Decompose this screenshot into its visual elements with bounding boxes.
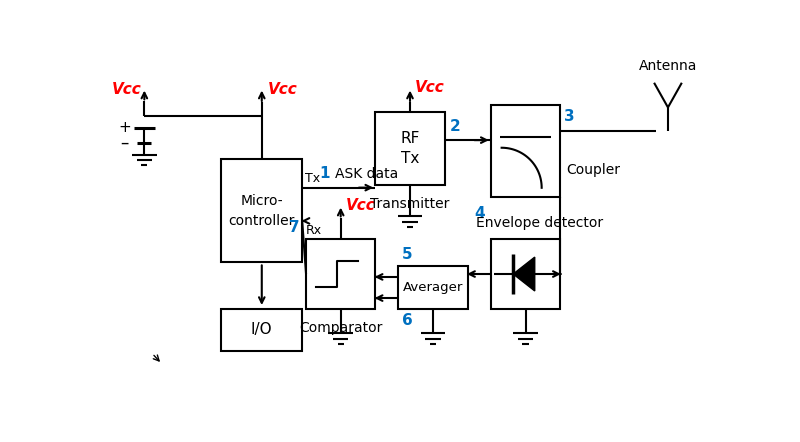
Text: Rx: Rx [306, 224, 322, 237]
Text: Comparator: Comparator [299, 321, 382, 335]
Text: Micro-: Micro- [241, 194, 283, 208]
Bar [398, 267, 468, 309]
Text: Antenna: Antenna [638, 59, 697, 73]
Text: Transmitter: Transmitter [370, 197, 450, 211]
Text: Coupler: Coupler [566, 163, 620, 177]
Text: Vcc: Vcc [268, 82, 298, 97]
Text: ASK data: ASK data [334, 168, 398, 182]
Bar [491, 105, 560, 197]
Text: 5: 5 [402, 247, 413, 262]
Text: Tx: Tx [306, 171, 321, 185]
Text: Vcc: Vcc [112, 82, 142, 97]
Polygon shape [513, 257, 534, 291]
Text: –: – [120, 134, 129, 152]
Text: Averager: Averager [403, 281, 463, 294]
Text: RF: RF [400, 131, 420, 146]
Text: 4: 4 [474, 206, 485, 221]
Bar [222, 159, 302, 263]
Text: Tx: Tx [401, 152, 419, 167]
Text: I/O: I/O [251, 322, 273, 337]
Bar [491, 240, 560, 309]
Bar [222, 309, 302, 351]
Bar [306, 240, 375, 309]
Text: 3: 3 [564, 109, 574, 124]
Text: 1: 1 [319, 167, 330, 182]
Text: Vcc: Vcc [414, 80, 444, 95]
Text: Vcc: Vcc [346, 198, 376, 213]
Text: 6: 6 [402, 312, 413, 328]
Bar [375, 112, 445, 186]
Text: 7: 7 [289, 220, 300, 235]
Text: controller: controller [229, 214, 295, 228]
Text: +: + [118, 120, 130, 135]
Text: 2: 2 [450, 119, 461, 134]
Text: Envelope detector: Envelope detector [476, 216, 603, 230]
